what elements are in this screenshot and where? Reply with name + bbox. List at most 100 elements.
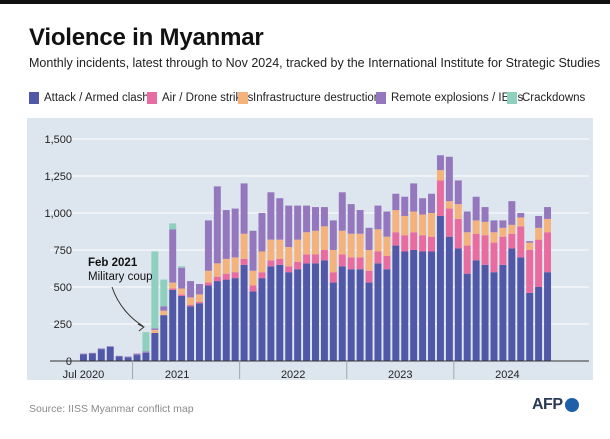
bar-remote-39	[428, 193, 435, 213]
bar-crack-10	[169, 223, 177, 230]
bar-attack-12	[187, 306, 195, 361]
legend-swatch-remote	[376, 92, 386, 104]
source-note: Source: IISS Myanmar conflict map	[29, 403, 194, 415]
bar-remote-51	[535, 215, 543, 228]
bar-air-18	[240, 258, 248, 265]
bar-infra-49	[517, 217, 525, 227]
y-tick-label-4: 1,000	[44, 208, 72, 220]
bar-crack-9	[160, 279, 168, 307]
bar-infra-21	[267, 239, 275, 261]
bar-air-45	[481, 235, 489, 265]
bar-attack-46	[490, 272, 498, 361]
legend-swatch-attack	[29, 92, 39, 104]
bar-air-47	[499, 236, 507, 265]
bar-attack-0	[79, 354, 87, 361]
bar-infra-25	[303, 232, 311, 255]
bar-remote-0	[79, 353, 87, 355]
bar-air-50	[526, 250, 534, 293]
annotation-subtitle: Military coup	[88, 271, 153, 283]
legend-label-infra: Infrastructure destruction	[253, 92, 381, 104]
annotation-title: Feb 2021	[88, 257, 138, 269]
bar-infra-34	[383, 236, 391, 256]
bar-infra-23	[285, 247, 293, 267]
bar-remote-6	[133, 353, 141, 356]
bar-attack-34	[383, 269, 391, 361]
bar-remote-10	[169, 229, 177, 283]
bar-attack-30	[347, 269, 355, 361]
bar-attack-44	[472, 260, 480, 361]
bar-air-28	[329, 272, 337, 283]
bar-air-20	[258, 272, 266, 279]
bar-remote-41	[445, 156, 453, 202]
bar-remote-47	[499, 220, 507, 228]
bar-remote-22	[276, 198, 284, 240]
bar-attack-11	[178, 295, 186, 361]
bar-remote-9	[160, 306, 168, 311]
bar-attack-14	[204, 285, 212, 361]
bar-crack-7	[142, 332, 150, 352]
bar-remote-24	[294, 205, 302, 240]
x-tick-label-2: 2022	[281, 369, 305, 381]
bar-crack-8	[151, 251, 159, 329]
bar-remote-2	[97, 348, 105, 350]
bar-infra-36	[401, 215, 409, 236]
x-tick-label-1: 2021	[165, 369, 189, 381]
bar-air-21	[267, 260, 275, 267]
bar-air-39	[428, 236, 435, 252]
top-rule	[0, 0, 610, 4]
legend-label-attack: Attack / Armed clash	[44, 92, 149, 104]
bar-attack-16	[222, 279, 230, 361]
bar-attack-36	[401, 251, 409, 361]
bar-remote-40	[436, 155, 444, 171]
bar-infra-13	[196, 294, 203, 302]
bar-air-49	[517, 226, 525, 258]
bar-infra-22	[276, 239, 284, 259]
bar-remote-15	[213, 186, 221, 264]
bar-air-34	[383, 255, 391, 270]
bar-air-17	[231, 272, 239, 279]
bar-remote-36	[401, 196, 409, 216]
bar-attack-24	[294, 269, 302, 361]
afp-logo-dot	[564, 398, 579, 412]
bar-air-37	[410, 232, 418, 250]
bar-infra-44	[472, 220, 480, 234]
bar-remote-14	[204, 220, 212, 271]
legend-swatch-infra	[238, 92, 248, 104]
bar-infra-12	[187, 297, 195, 305]
bar-air-12	[187, 304, 195, 307]
bar-remote-33	[374, 205, 382, 230]
bar-infra-50	[526, 242, 534, 250]
bar-attack-52	[544, 272, 552, 361]
bar-attack-48	[508, 248, 516, 361]
bar-infra-9	[160, 310, 168, 316]
bar-attack-3	[106, 346, 114, 361]
bar-attack-23	[285, 272, 293, 361]
bar-remote-49	[517, 213, 525, 218]
bar-remote-32	[365, 227, 373, 250]
bar-attack-42	[454, 248, 462, 361]
bar-remote-30	[347, 204, 355, 234]
bar-attack-5	[124, 357, 132, 361]
bar-air-23	[285, 266, 293, 273]
bar-attack-13	[196, 303, 203, 361]
bar-infra-10	[169, 282, 177, 289]
bar-remote-8	[151, 328, 159, 330]
bar-air-31	[356, 257, 364, 270]
legend-item-remote: Remote explosions / IEDs	[376, 92, 523, 104]
bar-air-15	[213, 276, 221, 282]
bar-infra-42	[454, 204, 462, 219]
bar-infra-27	[320, 226, 328, 250]
bar-infra-33	[374, 229, 382, 252]
bar-remote-38	[419, 198, 427, 215]
bar-infra-31	[356, 233, 364, 258]
chart-subtitle: Monthly incidents, latest through to Nov…	[29, 56, 601, 70]
y-tick-label-1: 250	[54, 319, 72, 331]
bar-air-30	[347, 257, 355, 270]
annotation-arrow-head	[137, 323, 145, 332]
bar-attack-6	[133, 355, 141, 361]
bar-air-46	[490, 242, 498, 273]
y-tick-label-6: 1,500	[44, 134, 72, 146]
bar-air-25	[303, 254, 311, 264]
bar-air-52	[544, 232, 552, 273]
